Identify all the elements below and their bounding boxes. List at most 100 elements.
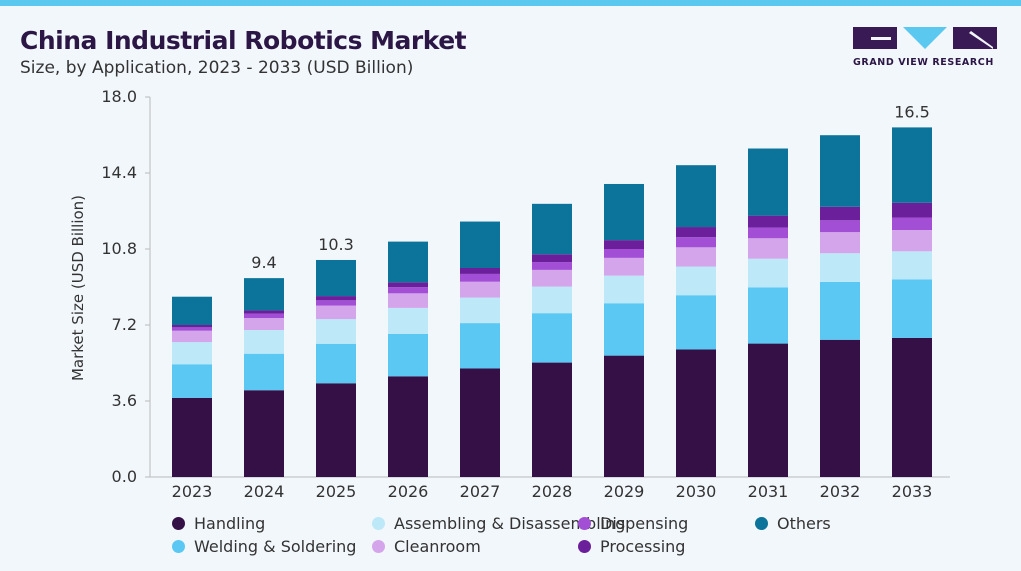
x-tick-label: 2029 bbox=[604, 482, 645, 501]
bar-segment-handling-2033 bbox=[892, 337, 932, 477]
legend-swatch bbox=[755, 517, 768, 530]
bar-segment-welding-soldering-2028 bbox=[532, 313, 572, 363]
y-tick-label: 0.0 bbox=[112, 467, 137, 486]
data-label: 10.3 bbox=[318, 235, 354, 254]
bar-segment-welding-soldering-2025 bbox=[316, 343, 356, 384]
bar-segment-assembling-disassembling-2029 bbox=[604, 275, 644, 304]
y-axis-label: Market Size (USD Billion) bbox=[69, 195, 87, 381]
bar-segment-processing-2032 bbox=[820, 206, 860, 221]
bar-segment-assembling-disassembling-2031 bbox=[748, 258, 788, 288]
bar-segment-others-2032 bbox=[820, 135, 860, 207]
bar-segment-dispensing-2028 bbox=[532, 262, 572, 270]
bar-segment-others-2031 bbox=[748, 148, 788, 216]
bar-segment-handling-2031 bbox=[748, 343, 788, 477]
legend-label: Processing bbox=[600, 537, 686, 556]
legend-label: Cleanroom bbox=[394, 537, 481, 556]
bar-segment-handling-2030 bbox=[676, 349, 716, 477]
x-tick-label: 2025 bbox=[316, 482, 357, 501]
bar-segment-cleanroom-2033 bbox=[892, 230, 932, 252]
bar-segment-assembling-disassembling-2025 bbox=[316, 319, 356, 344]
bar-segment-dispensing-2029 bbox=[604, 249, 644, 258]
legend-label: Dispensing bbox=[600, 514, 689, 533]
bar-segment-welding-soldering-2032 bbox=[820, 281, 860, 340]
bar-segment-processing-2024 bbox=[244, 310, 284, 314]
bar-segment-others-2023 bbox=[172, 296, 212, 325]
legend-item-handling: Handling bbox=[172, 514, 265, 533]
x-tick-label: 2031 bbox=[748, 482, 789, 501]
bar-segment-cleanroom-2028 bbox=[532, 269, 572, 287]
bar-segment-welding-soldering-2024 bbox=[244, 353, 284, 391]
top-accent-bar bbox=[0, 0, 1021, 6]
data-label: 16.5 bbox=[894, 102, 930, 121]
legend-label: Handling bbox=[194, 514, 266, 533]
y-tick-label: 18.0 bbox=[101, 87, 137, 106]
bar-segment-dispensing-2025 bbox=[316, 300, 356, 306]
legend-item-processing: Processing bbox=[578, 537, 685, 556]
x-tick-label: 2024 bbox=[244, 482, 285, 501]
bar-segment-dispensing-2023 bbox=[172, 327, 212, 331]
logo-text: GRAND VIEW RESEARCH bbox=[853, 57, 994, 68]
bar-segment-others-2027 bbox=[460, 221, 500, 268]
bar-segment-welding-soldering-2023 bbox=[172, 364, 212, 398]
legend-item-others: Others bbox=[755, 514, 831, 533]
legend-item-welding-soldering: Welding & Soldering bbox=[172, 537, 356, 556]
legend-item-assembling-disassembling: Assembling & Disassembling bbox=[372, 514, 625, 533]
bar-segment-dispensing-2031 bbox=[748, 227, 788, 239]
y-tick-label: 3.6 bbox=[112, 391, 137, 410]
bar-segment-assembling-disassembling-2032 bbox=[820, 253, 860, 282]
bar-segment-processing-2028 bbox=[532, 254, 572, 263]
bar-segment-handling-2026 bbox=[388, 376, 428, 477]
bar-segment-others-2028 bbox=[532, 203, 572, 255]
bar-segment-cleanroom-2026 bbox=[388, 293, 428, 308]
y-tick-label: 7.2 bbox=[112, 315, 137, 334]
legend-swatch bbox=[172, 540, 185, 553]
chart-subtitle: Size, by Application, 2023 - 2033 (USD B… bbox=[20, 58, 414, 78]
legend-swatch bbox=[578, 517, 591, 530]
x-tick-label: 2033 bbox=[892, 482, 933, 501]
bar-segment-processing-2031 bbox=[748, 215, 788, 228]
x-tick-label: 2027 bbox=[460, 482, 501, 501]
chart-title: China Industrial Robotics Market bbox=[20, 26, 467, 55]
bar-segment-others-2024 bbox=[244, 278, 284, 311]
bar-segment-cleanroom-2025 bbox=[316, 305, 356, 320]
bar-segment-assembling-disassembling-2027 bbox=[460, 297, 500, 324]
legend-label: Others bbox=[777, 514, 831, 533]
legend-swatch bbox=[372, 517, 385, 530]
x-tick-label: 2026 bbox=[388, 482, 429, 501]
bar-segment-handling-2024 bbox=[244, 390, 284, 477]
legend-swatch bbox=[172, 517, 185, 530]
bar-segment-assembling-disassembling-2023 bbox=[172, 342, 212, 365]
bar-segment-assembling-disassembling-2024 bbox=[244, 330, 284, 354]
bar-segment-cleanroom-2031 bbox=[748, 238, 788, 259]
bar-segment-handling-2027 bbox=[460, 368, 500, 477]
bar-segment-others-2029 bbox=[604, 183, 644, 241]
bar-segment-cleanroom-2029 bbox=[604, 257, 644, 276]
bar-segment-processing-2026 bbox=[388, 282, 428, 288]
legend-swatch bbox=[578, 540, 591, 553]
bar-segment-handling-2023 bbox=[172, 397, 212, 477]
x-tick-label: 2032 bbox=[820, 482, 861, 501]
bar-segment-welding-soldering-2027 bbox=[460, 323, 500, 369]
legend-item-dispensing: Dispensing bbox=[578, 514, 688, 533]
x-tick-label: 2030 bbox=[676, 482, 717, 501]
bar-segment-others-2025 bbox=[316, 259, 356, 297]
bar-segment-welding-soldering-2026 bbox=[388, 333, 428, 377]
legend-item-cleanroom: Cleanroom bbox=[372, 537, 481, 556]
bar-segment-dispensing-2026 bbox=[388, 287, 428, 294]
bar-segment-dispensing-2024 bbox=[244, 313, 284, 319]
bar-segment-processing-2027 bbox=[460, 268, 500, 274]
bar-segment-welding-soldering-2030 bbox=[676, 295, 716, 350]
bar-segment-dispensing-2030 bbox=[676, 237, 716, 248]
y-tick-label: 14.4 bbox=[101, 163, 137, 182]
bar-segment-cleanroom-2024 bbox=[244, 318, 284, 331]
x-tick-label: 2023 bbox=[172, 482, 213, 501]
bar-segment-cleanroom-2023 bbox=[172, 330, 212, 343]
bar-segment-cleanroom-2030 bbox=[676, 247, 716, 267]
bar-segment-assembling-disassembling-2026 bbox=[388, 307, 428, 334]
bar-segment-welding-soldering-2029 bbox=[604, 303, 644, 356]
bar-segment-others-2026 bbox=[388, 241, 428, 283]
bar-segment-handling-2025 bbox=[316, 383, 356, 477]
legend-label: Welding & Soldering bbox=[194, 537, 357, 556]
bar-segment-dispensing-2032 bbox=[820, 220, 860, 233]
